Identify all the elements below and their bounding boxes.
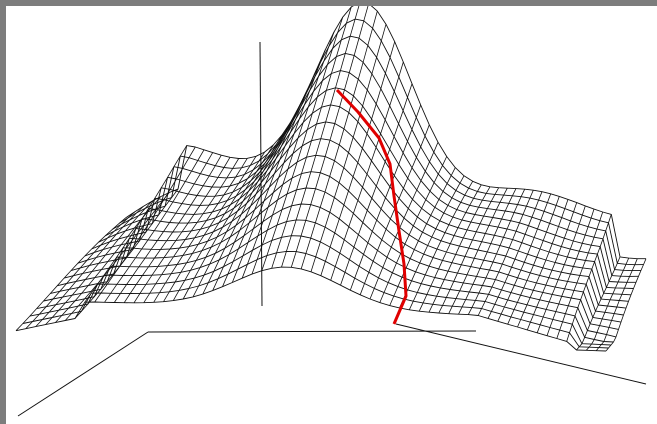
mesh-column-line (290, 6, 369, 268)
mesh-column-line (123, 155, 222, 303)
mesh-row-line (50, 187, 619, 330)
mesh-column-line (566, 214, 612, 342)
mesh-column-line (182, 144, 274, 300)
mesh-column-line (428, 186, 491, 313)
figure-canvas (6, 6, 657, 424)
mesh-column-line (369, 142, 439, 300)
mesh-column-line (172, 151, 266, 301)
back-axis-line (147, 330, 477, 333)
mesh-column-line (507, 196, 560, 325)
mesh-column-line (45, 200, 153, 325)
mesh-column-line (113, 152, 214, 303)
mesh-column-line (458, 188, 517, 315)
mesh-row-line (70, 138, 627, 309)
mesh-column-line (35, 206, 144, 327)
mesh-columns-group (15, 6, 647, 352)
mesh-column-line (408, 181, 474, 310)
mesh-column-line (281, 6, 360, 268)
mesh-column-line (104, 149, 205, 303)
mesh-column-line (212, 106, 300, 291)
mesh-column-line (576, 256, 621, 351)
mesh-column-line (517, 199, 569, 328)
mesh-column-line (487, 191, 543, 319)
mesh-column-line (526, 202, 578, 331)
mesh-column-line (418, 184, 482, 312)
mesh-column-line (94, 146, 196, 303)
mesh-column-line (595, 258, 638, 351)
mesh-column-line (143, 158, 240, 303)
mesh-column-line (231, 68, 318, 283)
mesh-column-line (300, 10, 378, 270)
mesh-column-line (399, 175, 465, 309)
mesh-column-line (585, 257, 630, 351)
mesh-column-line (55, 196, 162, 323)
mesh-column-line (340, 83, 413, 286)
mesh-column-line (497, 193, 552, 322)
mesh-column-line (467, 189, 526, 315)
highlighted-ridge-line (335, 88, 408, 325)
mesh-column-line (25, 211, 135, 329)
mesh-column-line (271, 6, 352, 269)
mesh-column-line (438, 187, 500, 314)
mesh-column-line (605, 258, 647, 352)
mesh-rows-group (15, 6, 646, 352)
mesh-column-line (320, 41, 396, 276)
mesh-column-line (556, 211, 604, 339)
mesh-column-line (64, 192, 170, 321)
mesh-column-line (330, 61, 404, 281)
mesh-column-line (349, 104, 422, 291)
wireframe-surface-plot (15, 6, 647, 417)
mesh-column-line (310, 24, 387, 272)
mesh-column-line (389, 167, 456, 306)
mesh-row-line (63, 154, 624, 316)
mesh-row-line (57, 171, 622, 323)
mesh-column-line (546, 208, 595, 336)
mesh-column-line (202, 121, 292, 295)
mesh-row-line (105, 52, 639, 277)
mesh-column-line (133, 157, 231, 304)
mesh-column-line (251, 31, 335, 275)
highlight-group (335, 88, 408, 325)
mesh-column-line (379, 156, 448, 303)
mesh-column-line (261, 17, 344, 271)
mesh-column-line (192, 134, 283, 298)
mesh-column-line (163, 156, 257, 302)
right-axis-line (395, 323, 647, 385)
front-axis-line (17, 331, 149, 417)
mesh-column-line (74, 188, 179, 319)
mesh-column-line (153, 158, 248, 303)
mesh-row-line (98, 70, 636, 283)
mesh-column-line (222, 88, 309, 287)
mesh-column-line (241, 49, 326, 279)
mesh-column-line (84, 145, 188, 303)
mesh-column-line (477, 190, 534, 316)
mesh-column-line (15, 217, 127, 331)
mesh-column-line (448, 188, 508, 314)
mesh-column-line (536, 205, 586, 333)
